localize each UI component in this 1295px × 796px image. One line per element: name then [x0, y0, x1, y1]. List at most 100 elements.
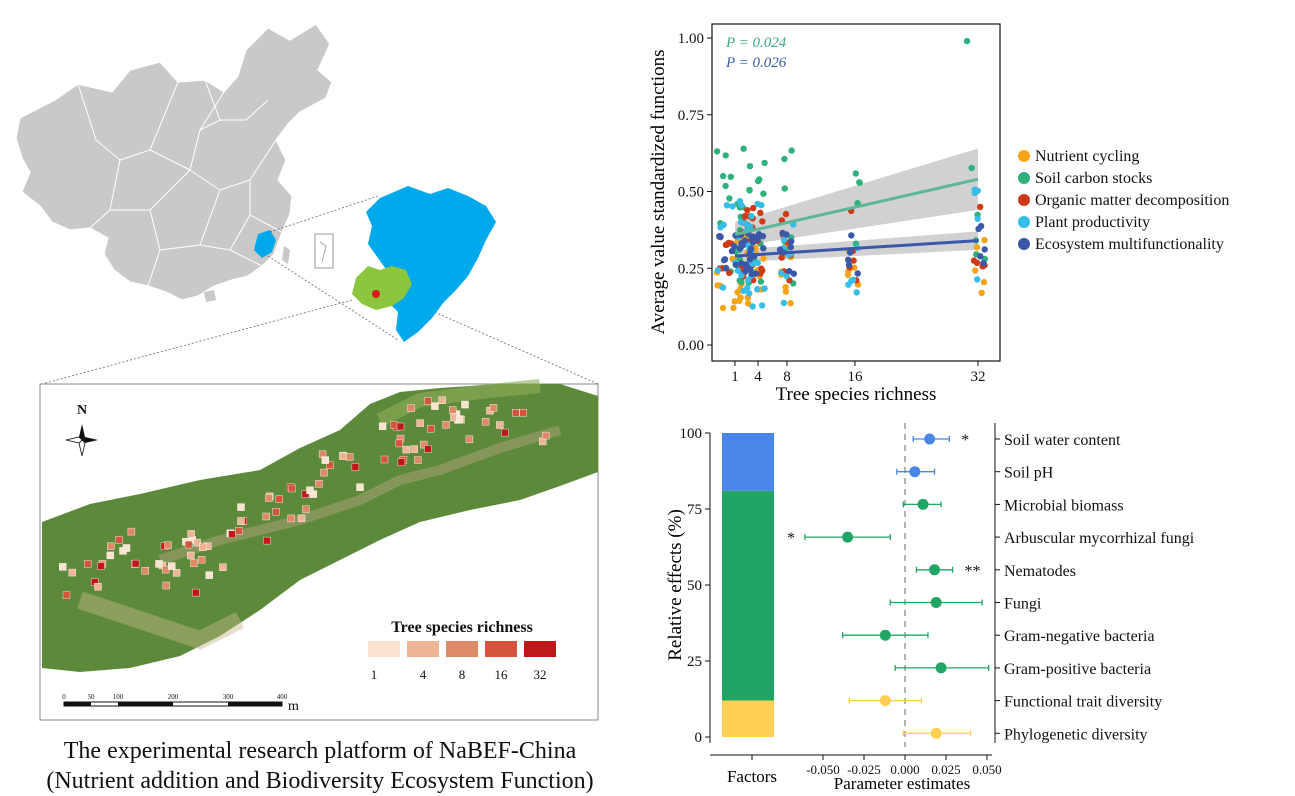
scatter-point: [973, 259, 981, 266]
estimate-point: [930, 727, 942, 739]
predictor-label: Gram-positive bacteria: [1004, 661, 1151, 678]
scatter-point: [758, 302, 766, 309]
bar-segment-biodiversity: [722, 700, 774, 737]
legend-label-16: 16: [495, 667, 509, 682]
x-tick-label: 1: [731, 369, 739, 385]
legend-marker: [1018, 150, 1030, 162]
scatter-point: [744, 207, 751, 214]
scatter-point: [850, 276, 857, 283]
scatter-point: [854, 270, 861, 277]
scatter-xlabel: Tree species richness: [776, 384, 937, 405]
y-tick-label: 1.00: [678, 31, 704, 47]
scale-tick-label: 50: [88, 693, 96, 701]
scatter-point: [746, 186, 753, 194]
scatter-point: [722, 182, 729, 190]
scatter-point: [761, 285, 768, 292]
p-value-blue: P = 0.026: [725, 55, 787, 71]
fujian-map: [352, 186, 496, 342]
estimate-point: [909, 466, 921, 478]
north-arrow-icon: [65, 424, 98, 457]
aerial-imagery-shape: [42, 384, 598, 672]
bar-segment-soil-properties: [722, 433, 774, 491]
scatter-point: [786, 268, 793, 275]
predictor-label: Nematodes: [1004, 563, 1076, 580]
legend-entry: Ecosystem multifunctionality: [1035, 236, 1224, 253]
legend-entry: Plant productivity: [1035, 214, 1150, 231]
scatter-point: [754, 285, 761, 293]
scatter-point: [783, 272, 790, 280]
hainan-island: [204, 290, 216, 302]
legend-swatch-4: [407, 641, 439, 657]
legend-swatch-32: [524, 641, 556, 657]
scatter-point: [738, 202, 745, 209]
scatter-point: [741, 212, 749, 220]
scatter-point: [746, 163, 754, 170]
est-x-tick: 0.025: [931, 762, 960, 777]
caption-line-1: The experimental research platform of Na…: [63, 738, 577, 764]
scatter-point: [781, 155, 788, 163]
scatter-point: [742, 261, 750, 268]
scatter-point: [788, 147, 795, 154]
scatter-point: [975, 225, 982, 233]
legend-marker: [1018, 172, 1030, 184]
scatter-point: [845, 261, 853, 269]
est-x-tick: 0.050: [972, 762, 1001, 777]
scatter-point: [736, 245, 744, 252]
scatter-point: [778, 269, 785, 277]
scatter-point: [745, 276, 752, 284]
estimate-point: [929, 564, 941, 576]
figure-caption: The experimental research platform of Na…: [0, 736, 640, 796]
scatter-point: [727, 173, 734, 180]
legend-label-1: 1: [371, 667, 378, 682]
scale-tick-label: 300: [223, 693, 234, 701]
scatter-point: [757, 278, 765, 285]
significance-marker: *: [961, 432, 969, 449]
scatter-point: [972, 267, 979, 274]
scatter-point: [760, 190, 767, 197]
legend-entry: Soil carbon stocks: [1035, 170, 1152, 187]
scatter-point: [754, 236, 761, 243]
scatter-point: [722, 152, 729, 159]
predictor-label: Phylogenetic diversity: [1004, 726, 1148, 743]
x-tick-label: 8: [783, 369, 791, 385]
scatter-point: [973, 244, 981, 251]
estimate-point: [935, 662, 947, 674]
legend-label-4: 4: [420, 667, 427, 682]
scatter-point: [760, 245, 767, 252]
est-x-tick: -0.050: [806, 762, 840, 777]
scatter-point: [726, 195, 733, 202]
est-x-tick: 0.000: [890, 762, 919, 777]
scatter-point: [780, 299, 788, 307]
scatter-point: [759, 233, 767, 240]
scatter-point: [749, 238, 757, 246]
y-tick-label: 0.00: [678, 338, 704, 354]
bar-y-tick: 0: [695, 730, 703, 746]
scatter-point: [758, 202, 765, 209]
x-tick-label: 16: [848, 369, 864, 385]
scatter-point: [852, 170, 859, 177]
scatter-point: [761, 159, 768, 167]
scatter-point: [754, 259, 761, 266]
scatter-point: [779, 229, 786, 237]
predictor-label: Fungi: [1004, 596, 1042, 613]
scatter-point: [752, 270, 760, 277]
scatter-point: [848, 232, 855, 239]
bar-ylabel: Relative effects (%): [665, 509, 686, 661]
scatter-point: [719, 172, 727, 180]
scatter-point: [963, 37, 971, 45]
significance-marker: *: [787, 530, 795, 547]
scatter-point: [977, 203, 984, 211]
site-map-panel: N Tree species richness 1 4 8 16 32 0 50 100 20…: [15, 23, 599, 721]
scatter-point: [978, 289, 985, 296]
x-tick-label: 32: [971, 369, 986, 385]
scatter-point: [980, 278, 988, 286]
p-value-green: P = 0.024: [725, 35, 787, 51]
y-tick-label: 0.50: [678, 185, 704, 201]
scatter-axes: 0.00 0.25 0.50 0.75 1.00 1 4 8 16 32: [678, 31, 986, 385]
legend-swatch-8: [446, 641, 478, 657]
scatter-point: [717, 233, 724, 240]
scale-bar: 0 50 100 200 300 400 m: [62, 693, 299, 714]
scatter-point: [782, 210, 790, 218]
relative-effects-axes: 0 25 50 75 100: [680, 426, 795, 760]
province-borders: [77, 79, 283, 287]
